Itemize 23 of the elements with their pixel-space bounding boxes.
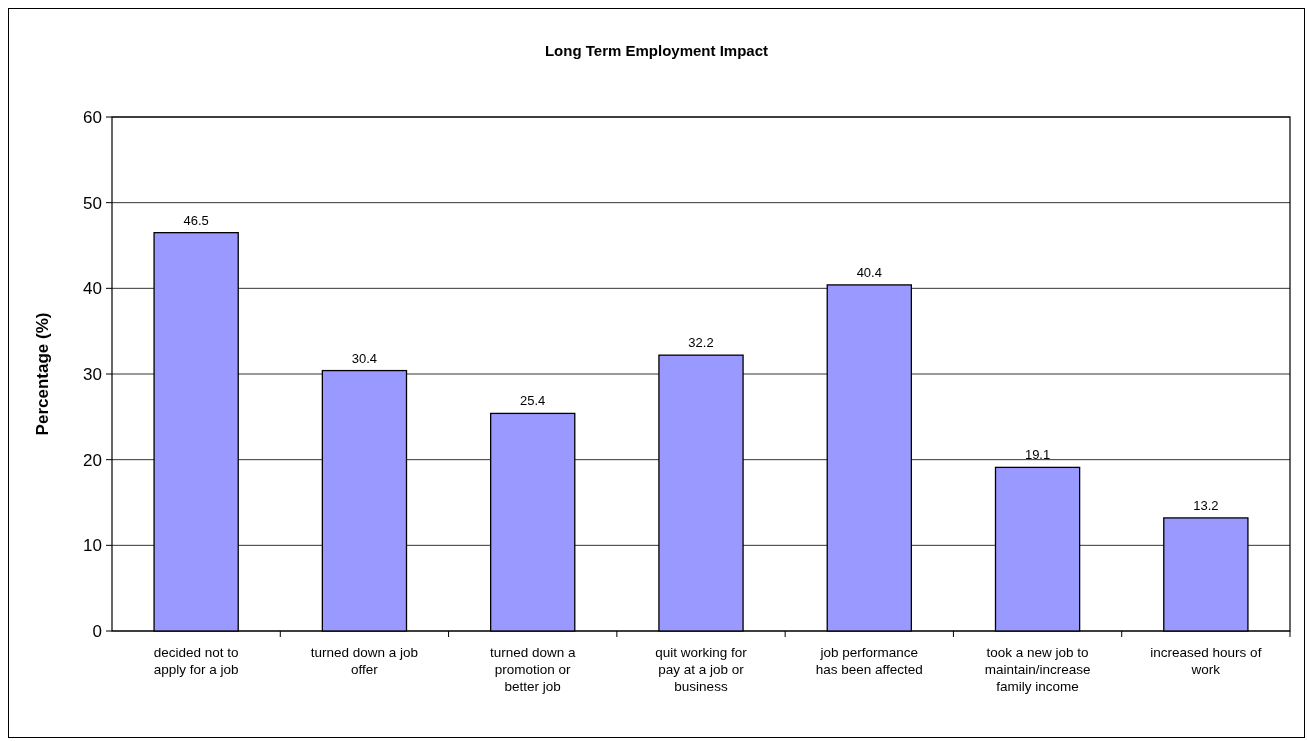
chart-title: Long Term Employment Impact xyxy=(544,42,769,59)
data-label: 30.4 xyxy=(351,350,378,366)
x-tick-label: took a new job to maintain/increase family income xyxy=(984,645,1091,694)
y-axis-title: Percentage (%) xyxy=(33,312,52,436)
y-tick-label: 0 xyxy=(92,621,102,641)
x-tick-label: quit working for pay at a job or business xyxy=(655,645,748,694)
y-tick-label: 50 xyxy=(83,193,102,213)
data-label: 40.4 xyxy=(856,264,882,280)
y-tick-label: 10 xyxy=(83,536,102,556)
data-label: 13.2 xyxy=(1193,497,1219,513)
x-tick-label: job performance has been affected xyxy=(815,645,923,677)
data-label: 32.2 xyxy=(688,335,714,351)
x-tick-label: increased hours of work xyxy=(1150,645,1262,677)
x-tick-label: turned down a job offer xyxy=(310,645,419,677)
data-label: 46.5 xyxy=(183,212,209,228)
data-label: 19.1 xyxy=(1024,447,1051,463)
y-tick-label: 60 xyxy=(83,107,102,127)
y-tick-label: 20 xyxy=(83,450,102,470)
data-label: 25.4 xyxy=(520,393,546,409)
x-tick-label: decided not to apply for a job xyxy=(153,645,239,677)
x-tick-label: turned down a promotion or better job xyxy=(489,645,576,694)
y-tick-label: 40 xyxy=(83,279,102,299)
y-tick-label: 30 xyxy=(83,364,102,384)
